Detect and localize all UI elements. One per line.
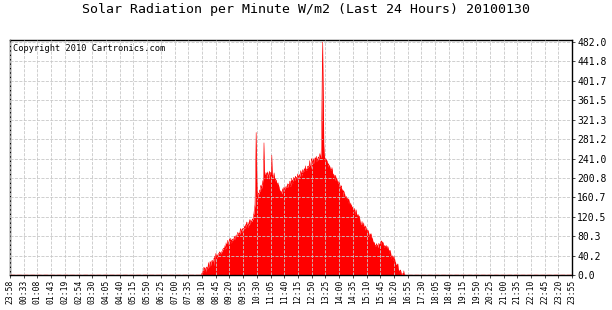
Text: Copyright 2010 Cartronics.com: Copyright 2010 Cartronics.com (13, 44, 165, 53)
Text: Solar Radiation per Minute W/m2 (Last 24 Hours) 20100130: Solar Radiation per Minute W/m2 (Last 24… (82, 3, 530, 16)
